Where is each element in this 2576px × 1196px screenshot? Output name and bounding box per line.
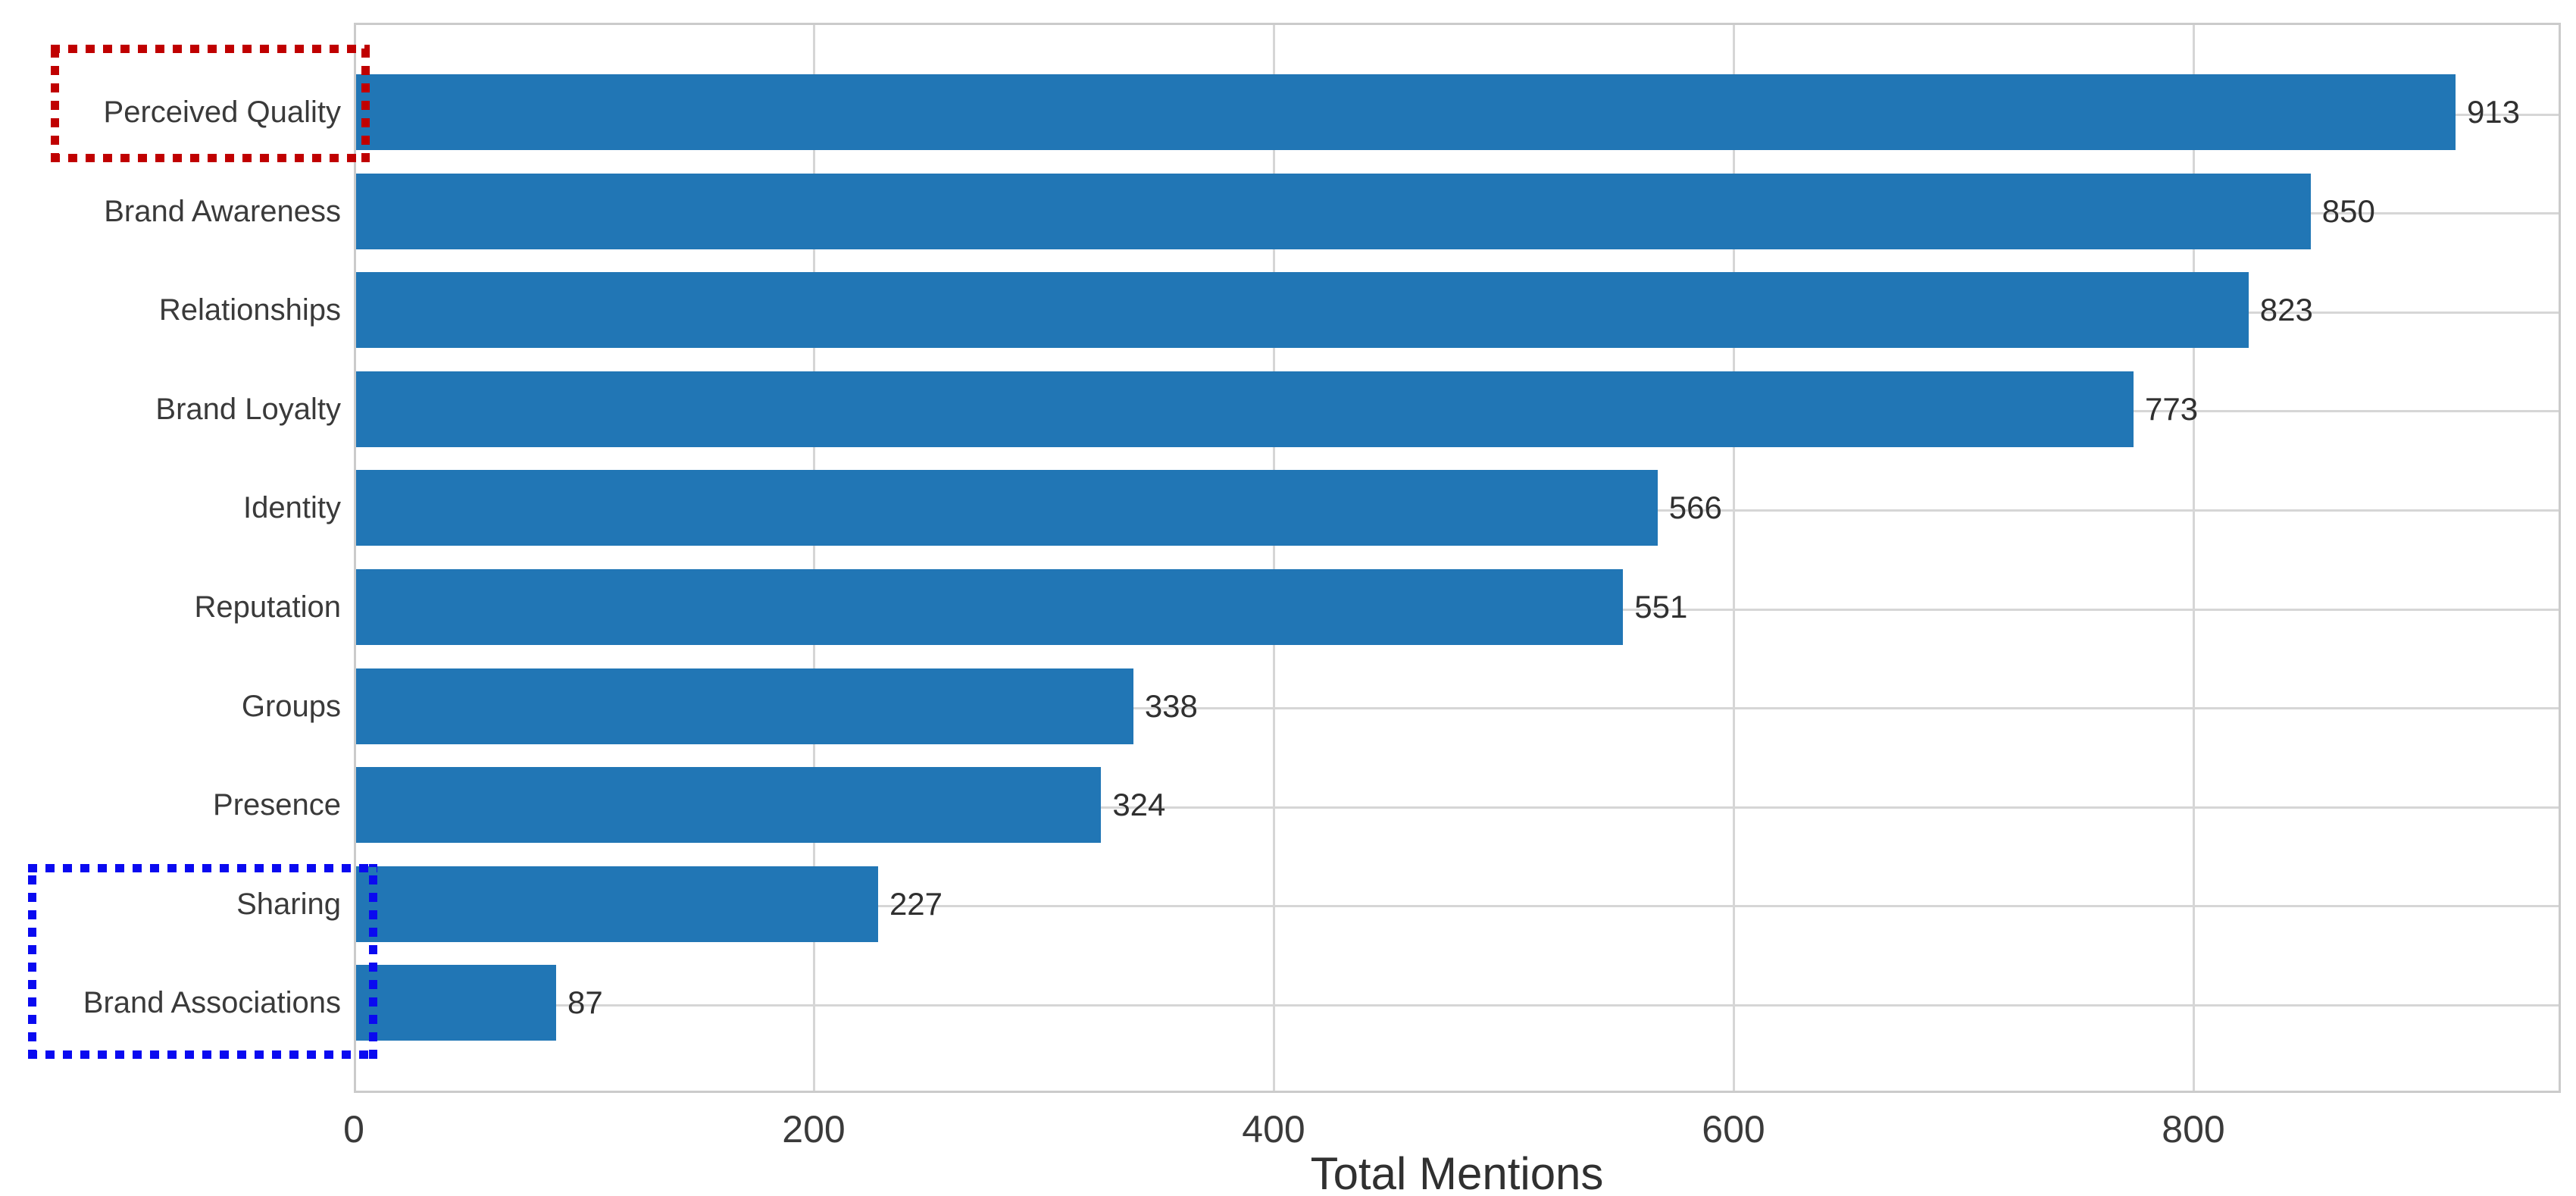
- bar-groups: [356, 668, 1133, 744]
- blue-box-edge: [28, 1050, 377, 1059]
- bar-perceived-quality: [356, 74, 2456, 150]
- value-label-brand-awareness: 850: [2321, 193, 2375, 229]
- red-box-edge: [51, 154, 370, 162]
- value-label-perceived-quality: 913: [2466, 94, 2521, 130]
- bar-presence: [356, 767, 1102, 844]
- category-label-identity: Identity: [243, 491, 341, 525]
- category-label-brand-awareness: Brand Awareness: [104, 194, 341, 228]
- gridline-row-presence: [356, 806, 2559, 809]
- category-label-reputation: Reputation: [194, 590, 341, 624]
- blue-box-edge: [28, 864, 377, 872]
- red-box-edge: [361, 45, 370, 162]
- red-box-edge: [51, 45, 370, 53]
- gridline-x-200: [812, 25, 815, 1091]
- category-label-brand-loyalty: Brand Loyalty: [155, 392, 341, 426]
- value-label-presence: 324: [1112, 787, 1166, 823]
- bar-brand-awareness: [356, 173, 2311, 249]
- x-tick-label-600: 600: [1702, 1108, 1765, 1151]
- bar-sharing: [356, 866, 878, 942]
- value-label-identity: 566: [1668, 490, 1722, 526]
- value-label-reputation: 551: [1634, 589, 1688, 625]
- x-tick-label-0: 0: [343, 1108, 364, 1151]
- x-tick-label-200: 200: [782, 1108, 846, 1151]
- bar-brand-associations: [356, 965, 557, 1041]
- category-label-brand-associations: Brand Associations: [83, 986, 341, 1020]
- gridline-row-brand-associations: [356, 1003, 2559, 1007]
- red-box-edge: [51, 45, 59, 162]
- value-label-relationships: 823: [2259, 292, 2313, 328]
- category-label-groups: Groups: [241, 689, 341, 723]
- bar-brand-loyalty: [356, 371, 2134, 447]
- category-label-sharing: Sharing: [236, 887, 341, 921]
- bar-relationships: [356, 272, 2249, 349]
- gridline-row-groups: [356, 707, 2559, 710]
- x-axis-title: Total Mentions: [1310, 1148, 1604, 1196]
- category-label-relationships: Relationships: [158, 293, 341, 327]
- x-tick-label-400: 400: [1242, 1108, 1305, 1151]
- gridline-x-600: [1732, 25, 1735, 1091]
- blue-dotted-annotation-box: [28, 864, 377, 1059]
- value-label-brand-loyalty: 773: [2145, 390, 2199, 427]
- red-dotted-annotation-box: [51, 45, 370, 162]
- category-label-perceived-quality: Perceived Quality: [103, 95, 341, 129]
- category-label-presence: Presence: [213, 788, 341, 822]
- plot-area: 913 850 823 773 566 551 338 324 227 87: [354, 23, 2561, 1093]
- value-label-sharing: 227: [889, 885, 943, 922]
- blue-box-edge: [369, 864, 377, 1059]
- value-label-brand-associations: 87: [567, 985, 603, 1021]
- x-tick-label-800: 800: [2162, 1108, 2225, 1151]
- gridline-x-400: [1272, 25, 1275, 1091]
- bar-reputation: [356, 569, 1624, 645]
- bar-identity: [356, 470, 1658, 546]
- gridline-x-800: [2192, 25, 2195, 1091]
- gridline-row-sharing: [356, 905, 2559, 908]
- value-label-groups: 338: [1144, 687, 1198, 724]
- blue-box-edge: [28, 864, 36, 1059]
